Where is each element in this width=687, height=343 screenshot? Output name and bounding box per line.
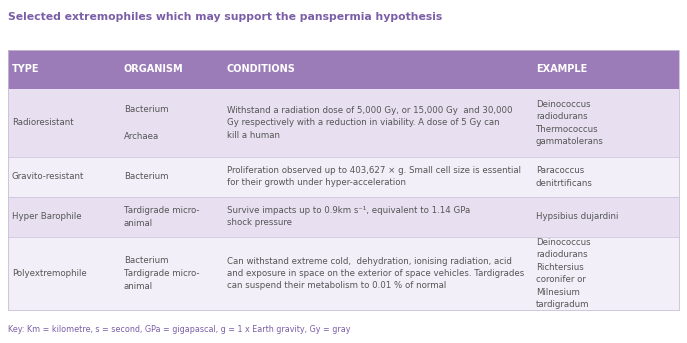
Bar — [8, 197, 679, 237]
Text: EXAMPLE: EXAMPLE — [536, 64, 587, 74]
Text: Withstand a radiation dose of 5,000 Gy, or 15,000 Gy  and 30,000
Gy respectively: Withstand a radiation dose of 5,000 Gy, … — [227, 106, 513, 140]
Bar — [8, 50, 679, 310]
Bar — [8, 237, 679, 310]
Text: Hyper Barophile: Hyper Barophile — [12, 212, 81, 221]
Bar — [8, 50, 679, 89]
Text: Tardigrade micro-
animal: Tardigrade micro- animal — [124, 205, 199, 228]
Text: Gravito-resistant: Gravito-resistant — [12, 172, 84, 181]
Bar — [8, 157, 679, 197]
Text: Bacterium

Archaea: Bacterium Archaea — [124, 105, 168, 141]
Text: Polyextremophile: Polyextremophile — [12, 269, 87, 278]
Text: Bacterium
Tardigrade micro-
animal: Bacterium Tardigrade micro- animal — [124, 256, 199, 291]
Text: Paracoccus
denitrtificans: Paracoccus denitrtificans — [536, 166, 593, 188]
Text: TYPE: TYPE — [12, 64, 39, 74]
Text: Deinococcus
radiodurans
Thermococcus
gammatolerans: Deinococcus radiodurans Thermococcus gam… — [536, 100, 604, 146]
Text: Can withstand extreme cold,  dehydration, ionising radiation, acid
and exposure : Can withstand extreme cold, dehydration,… — [227, 257, 524, 290]
Text: Bacterium: Bacterium — [124, 172, 168, 181]
Text: Survive impacts up to 0.9km s⁻¹, equivalent to 1.14 GPa
shock pressure: Survive impacts up to 0.9km s⁻¹, equival… — [227, 206, 470, 227]
Text: Proliferation observed up to 403,627 × g. Small cell size is essential
for their: Proliferation observed up to 403,627 × g… — [227, 166, 521, 187]
Text: CONDITIONS: CONDITIONS — [227, 64, 295, 74]
Text: ORGANISM: ORGANISM — [124, 64, 183, 74]
Text: Selected extremophiles which may support the panspermia hypothesis: Selected extremophiles which may support… — [8, 12, 442, 22]
Text: Deinococcus
radiodurans
Richtersius
coronifer or
Milnesium
tardigradum: Deinococcus radiodurans Richtersius coro… — [536, 238, 591, 309]
Text: Key: Km = kilometre, s = second, GPa = gigapascal, g = 1 x Earth gravity, Gy = g: Key: Km = kilometre, s = second, GPa = g… — [8, 326, 351, 334]
Text: Radioresistant: Radioresistant — [12, 118, 74, 128]
Bar — [8, 89, 679, 157]
Text: Hypsibius dujardini: Hypsibius dujardini — [536, 212, 618, 221]
